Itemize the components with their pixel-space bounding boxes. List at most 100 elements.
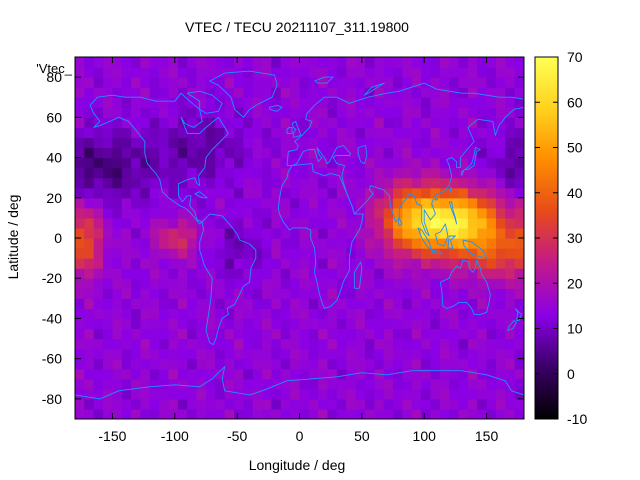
- heat-cell: [140, 157, 151, 169]
- heat-cell: [252, 238, 263, 249]
- heat-cell: [262, 358, 273, 370]
- heat-cell: [393, 288, 403, 299]
- heat-cell: [486, 348, 497, 360]
- heat-cell: [131, 348, 142, 360]
- heat-cell: [84, 77, 95, 88]
- heat-cell: [402, 328, 413, 340]
- heat-cell: [327, 107, 338, 118]
- heat-cell: [93, 398, 104, 410]
- coastline-north-america: [89, 92, 229, 225]
- heat-cell: [205, 258, 216, 269]
- heat-cell: [205, 308, 216, 320]
- heat-cell: [458, 107, 469, 118]
- heat-cell: [234, 167, 244, 179]
- heat-cell: [121, 278, 132, 289]
- heat-cell: [458, 177, 469, 189]
- heat-cell: [411, 408, 422, 419]
- heat-cell: [177, 298, 188, 309]
- heat-cell: [140, 348, 151, 360]
- heat-cell: [149, 207, 160, 219]
- heat-cell: [430, 288, 441, 299]
- heat-cell: [364, 348, 375, 360]
- heat-cell: [383, 328, 394, 340]
- heat-cell: [393, 238, 403, 249]
- heat-cell: [205, 177, 216, 189]
- heat-cell: [308, 167, 319, 179]
- heat-cell: [159, 368, 170, 380]
- heat-cell: [168, 398, 179, 410]
- heat-cell: [168, 268, 179, 279]
- heat-cell: [112, 67, 123, 78]
- heat-cell: [327, 117, 338, 128]
- heat-cell: [177, 338, 188, 350]
- heat-cell: [103, 358, 114, 370]
- heat-cell: [346, 288, 357, 299]
- heat-cell: [402, 278, 413, 289]
- heat-cell: [411, 217, 422, 229]
- heat-cell: [439, 398, 450, 410]
- heat-cell: [280, 127, 291, 139]
- heat-cell: [449, 87, 460, 98]
- heat-cell: [327, 197, 338, 209]
- heat-cell: [467, 97, 478, 108]
- heat-cell: [290, 67, 301, 78]
- heat-cell: [75, 378, 85, 390]
- heat-cell: [280, 288, 291, 299]
- heat-cell: [374, 298, 385, 309]
- heat-cell: [177, 177, 188, 189]
- heat-cell: [346, 358, 357, 370]
- heat-cell: [131, 298, 142, 309]
- heat-cell: [308, 248, 319, 259]
- heat-cell: [327, 207, 338, 219]
- coastlines: [75, 70, 524, 400]
- heat-cell: [262, 87, 273, 98]
- heat-cell: [327, 358, 338, 370]
- heat-cell: [411, 157, 422, 169]
- heat-cell: [308, 67, 319, 78]
- heat-cell: [112, 408, 123, 419]
- heat-cell: [205, 137, 216, 149]
- heat-cell: [187, 238, 198, 249]
- heat-cell: [495, 87, 506, 98]
- heat-cell: [103, 127, 114, 139]
- heat-cell: [205, 388, 216, 400]
- heat-cell: [364, 217, 375, 229]
- heat-cell: [234, 258, 244, 269]
- heat-cell: [215, 398, 226, 410]
- heat-cell: [486, 227, 497, 239]
- heat-cell: [149, 308, 160, 320]
- heat-cell: [271, 278, 282, 289]
- heat-cell: [271, 348, 282, 360]
- heat-cell: [205, 378, 216, 390]
- heat-cell: [121, 197, 132, 209]
- heat-cell: [411, 107, 422, 118]
- heat-cell: [430, 258, 441, 269]
- heat-cell: [411, 227, 422, 239]
- heat-cell: [168, 358, 179, 370]
- heat-cell: [280, 177, 291, 189]
- heat-cell: [234, 217, 244, 229]
- heat-cell: [486, 97, 497, 108]
- heat-cell: [393, 87, 403, 98]
- heat-cell: [224, 398, 235, 410]
- heat-cell: [224, 57, 235, 68]
- heat-cell: [421, 318, 432, 330]
- heat-cell: [149, 328, 160, 340]
- heat-cell: [280, 308, 291, 320]
- heat-cell: [318, 368, 329, 380]
- heat-cell: [215, 197, 226, 209]
- heat-cell: [177, 197, 188, 209]
- heat-cell: [383, 338, 394, 350]
- heat-cell: [84, 207, 95, 219]
- heat-cell: [374, 348, 385, 360]
- heat-cell: [149, 378, 160, 390]
- heat-cell: [430, 67, 441, 78]
- heat-cell: [421, 408, 432, 419]
- heat-cell: [168, 368, 179, 380]
- heat-cell: [112, 227, 123, 239]
- heat-cell: [299, 217, 310, 229]
- heat-cell: [121, 368, 132, 380]
- coastline-japan: [461, 147, 481, 176]
- heat-cell: [505, 117, 516, 128]
- heat-cell: [486, 187, 497, 199]
